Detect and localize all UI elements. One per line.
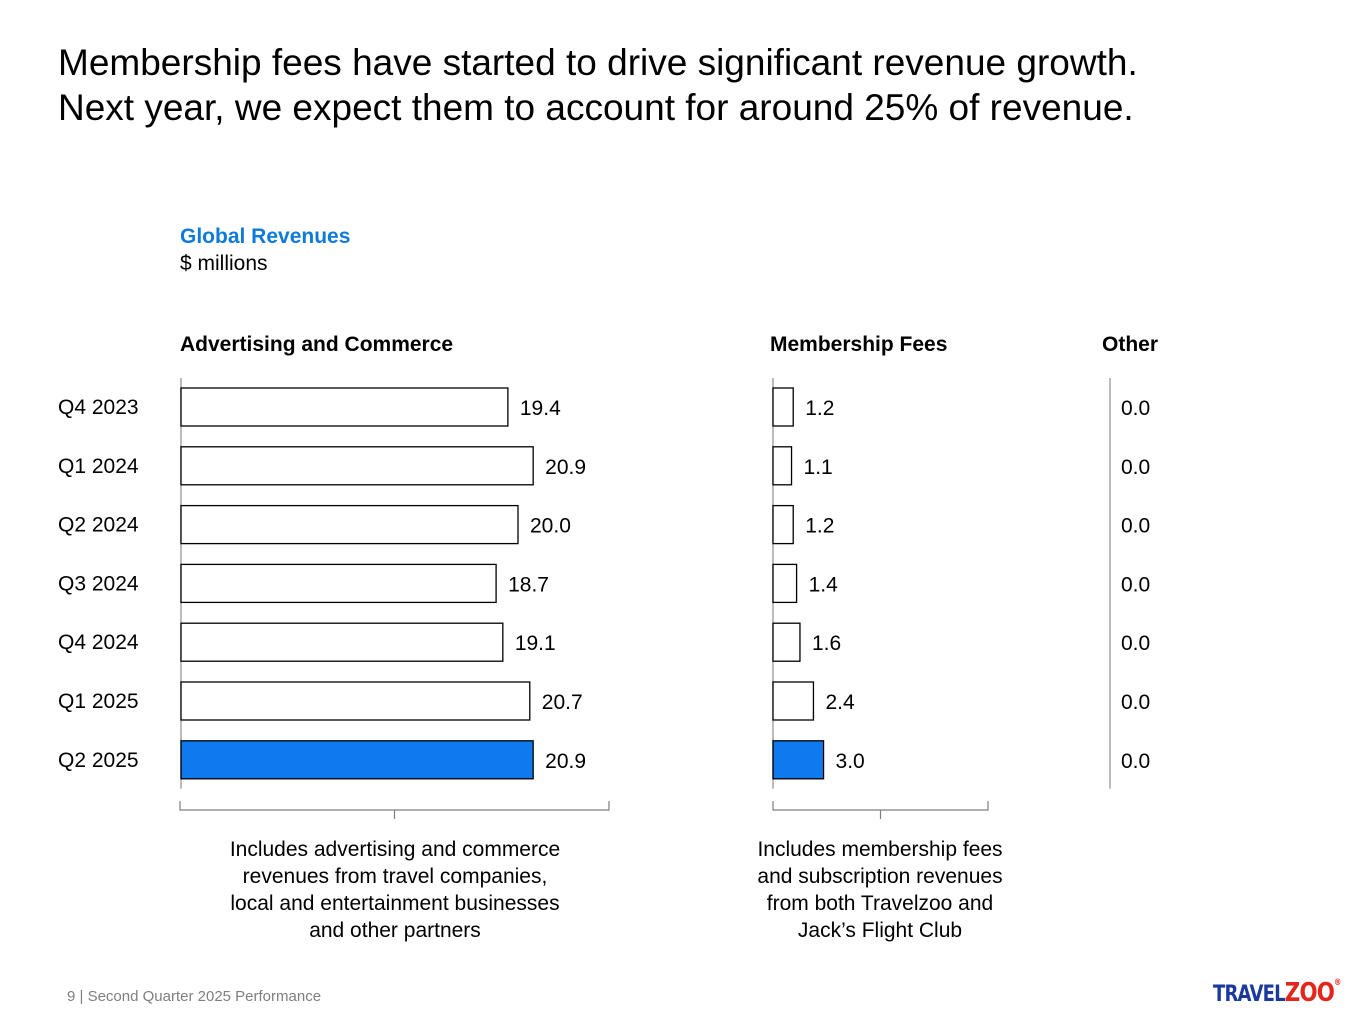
category-label: Q1 2025 bbox=[58, 690, 139, 713]
category-label: Q3 2024 bbox=[58, 572, 139, 595]
advertising-bracket bbox=[179, 801, 610, 819]
category-label: Q2 2024 bbox=[58, 514, 139, 537]
advertising-note-line: Includes advertising and commerce bbox=[229, 838, 561, 861]
advertising-value-label: 18.7 bbox=[508, 573, 549, 596]
membership-bar bbox=[772, 446, 793, 486]
membership-bar bbox=[772, 622, 801, 662]
membership-note-line: from both Travelzoo and bbox=[766, 892, 994, 915]
membership-bar bbox=[772, 740, 825, 780]
advertising-note-line: revenues from travel companies, bbox=[242, 865, 548, 888]
advertising-bar bbox=[180, 387, 509, 427]
membership-note-line: and subscription revenues bbox=[757, 865, 1003, 888]
advertising-value-label: 20.9 bbox=[545, 750, 586, 773]
advertising-note: Includes advertising and commerce revenu… bbox=[195, 836, 595, 944]
membership-bar bbox=[772, 387, 794, 427]
advertising-value-label: 19.4 bbox=[520, 397, 561, 420]
advertising-note-line: local and entertainment businesses bbox=[230, 892, 560, 915]
membership-bar bbox=[772, 563, 798, 604]
other-value-label: 0.0 bbox=[1121, 397, 1150, 420]
advertising-bar bbox=[180, 681, 531, 721]
footer-page-label: 9 | Second Quarter 2025 Performance bbox=[67, 988, 322, 1005]
category-label: Q1 2024 bbox=[58, 455, 139, 478]
advertising-value-label: 20.7 bbox=[542, 691, 583, 714]
chart-units: $ millions bbox=[180, 252, 268, 275]
other-value-label: 0.0 bbox=[1121, 632, 1150, 655]
other-value-label: 0.0 bbox=[1121, 573, 1150, 596]
advertising-bar bbox=[180, 622, 504, 662]
other-value-label: 0.0 bbox=[1121, 691, 1150, 714]
membership-value-label: 3.0 bbox=[836, 750, 865, 773]
advertising-bar bbox=[180, 504, 519, 545]
panel-title-other: Other bbox=[1102, 333, 1159, 356]
travelzoo-logo: TRAVELZOO® bbox=[1213, 978, 1341, 1008]
membership-note-line: Jack’s Flight Club bbox=[797, 919, 963, 942]
other-value-label: 0.0 bbox=[1121, 456, 1150, 479]
membership-value-label: 1.2 bbox=[805, 515, 834, 538]
membership-note: Includes membership fees and subscriptio… bbox=[720, 836, 1040, 944]
panel-title-membership: Membership Fees bbox=[770, 333, 948, 356]
other-value-label: 0.0 bbox=[1121, 515, 1150, 538]
chart-title: Global Revenues bbox=[180, 225, 351, 248]
slide-headline: Membership fees have started to drive si… bbox=[58, 40, 1138, 130]
membership-value-label: 1.2 bbox=[805, 397, 834, 420]
headline-line-2: Next year, we expect them to account for… bbox=[58, 87, 1134, 128]
other-value-label: 0.0 bbox=[1121, 750, 1150, 773]
headline-line-1: Membership fees have started to drive si… bbox=[58, 42, 1138, 83]
membership-value-label: 1.6 bbox=[812, 632, 841, 655]
category-label: Q4 2024 bbox=[58, 631, 139, 654]
membership-bar bbox=[772, 681, 815, 721]
membership-value-label: 2.4 bbox=[825, 691, 855, 714]
advertising-bar bbox=[180, 446, 534, 486]
advertising-value-label: 20.0 bbox=[530, 515, 571, 538]
membership-note-line: Includes membership fees bbox=[757, 838, 1003, 861]
advertising-value-label: 19.1 bbox=[515, 632, 556, 655]
membership-value-label: 1.4 bbox=[809, 573, 839, 596]
category-label: Q4 2023 bbox=[58, 396, 139, 419]
membership-value-label: 1.1 bbox=[804, 456, 833, 479]
panel-title-advertising: Advertising and Commerce bbox=[180, 333, 454, 356]
category-label: Q2 2025 bbox=[58, 749, 139, 772]
advertising-note-line: and other partners bbox=[309, 919, 481, 942]
advertising-value-label: 20.9 bbox=[545, 456, 586, 479]
membership-bracket bbox=[772, 801, 989, 819]
advertising-bar bbox=[180, 563, 497, 604]
membership-bar bbox=[772, 504, 794, 545]
advertising-bar bbox=[180, 740, 534, 780]
